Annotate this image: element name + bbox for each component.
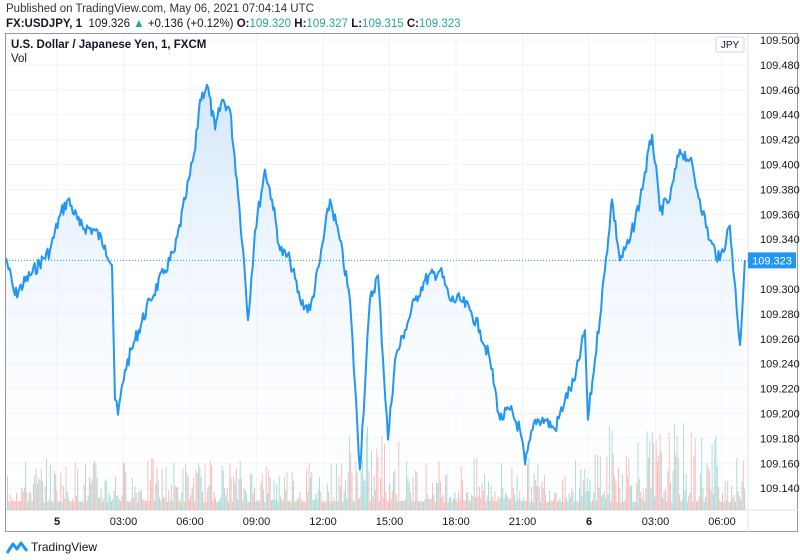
price-tick-label: 109.420 [760, 135, 800, 147]
chart-frame [5, 33, 798, 532]
symbol-name[interactable]: FX:USDJPY, 1 [6, 18, 83, 30]
price-tick-label: 109.400 [760, 160, 800, 172]
price-area-fill [6, 84, 745, 511]
open-label: O: [236, 18, 250, 30]
currency-label: JPY [721, 40, 740, 51]
price-tick-label: 109.220 [760, 384, 800, 396]
time-tick-label: 06:00 [176, 516, 204, 528]
price-tick-label: 109.160 [760, 458, 800, 470]
time-tick-label: 03:00 [110, 516, 138, 528]
price-tick-label: 109.260 [760, 334, 800, 346]
time-tick-label: 6 [586, 516, 592, 528]
open-value: 109.320 [249, 18, 292, 30]
brand-name: TradingView [31, 540, 98, 554]
time-tick-label: 18:00 [442, 516, 470, 528]
time-tick-label: 03:00 [642, 516, 670, 528]
price-change: +0.136 (+0.12%) [147, 18, 234, 30]
price-line [5, 83, 746, 471]
symbol-header: FX:USDJPY, 1 109.326 ▲ +0.136 (+0.12%) O… [6, 18, 461, 30]
low-label: L: [351, 18, 363, 30]
price-tick-label: 109.500 [760, 35, 800, 47]
triangle-up-icon: ▲ [133, 18, 145, 30]
current-price-label: 109.323 [752, 255, 792, 267]
price-tick-label: 109.440 [760, 110, 800, 122]
time-tick-label: 15:00 [376, 516, 404, 528]
price-tick-label: 109.140 [760, 483, 800, 495]
last-price: 109.326 [88, 18, 131, 30]
price-tick-label: 109.300 [760, 284, 800, 296]
price-tick-label: 109.460 [760, 85, 800, 97]
price-tick-label: 109.200 [760, 409, 800, 421]
time-tick-label: 06:00 [708, 516, 736, 528]
close-label: C: [406, 18, 419, 30]
current-price-badge [748, 252, 796, 269]
time-tick-label: 12:00 [309, 516, 337, 528]
price-tick-label: 109.380 [760, 184, 800, 196]
close-value: 109.323 [418, 18, 461, 30]
price-tick-label: 109.360 [760, 209, 800, 221]
price-tick-label: 109.180 [760, 433, 800, 445]
price-tick-label: 109.340 [760, 234, 800, 246]
low-value: 109.315 [362, 18, 404, 30]
price-tick-label: 109.240 [760, 359, 800, 371]
volume-legend: Vol [11, 53, 27, 65]
time-tick-label: 09:00 [243, 516, 271, 528]
high-value: 109.327 [306, 18, 348, 30]
price-tick-label: 109.280 [760, 309, 800, 321]
time-tick-label: 21:00 [509, 516, 537, 528]
time-tick-label: 5 [54, 516, 60, 528]
series-legend: U.S. Dollar / Japanese Yen, 1, FXCM [11, 39, 207, 51]
currency-badge [715, 36, 745, 53]
high-label: H: [294, 18, 307, 30]
price-tick-label: 109.480 [760, 60, 800, 72]
tradingview-logo-icon [6, 541, 28, 554]
published-note: Published on TradingView.com, May 06, 20… [6, 3, 314, 15]
footer: TradingView [6, 539, 97, 555]
